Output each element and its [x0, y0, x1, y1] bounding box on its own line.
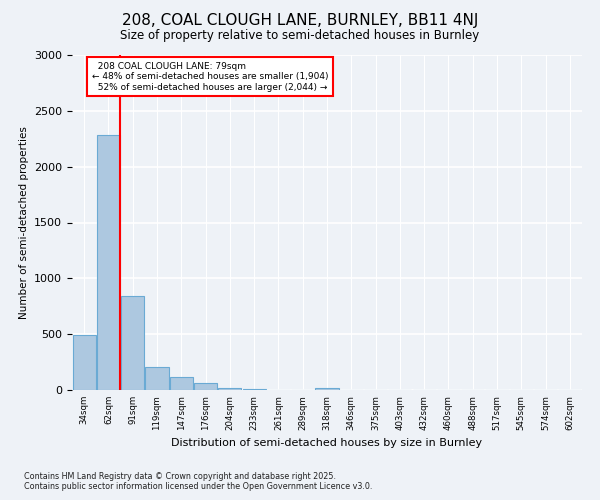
Bar: [73, 336, 95, 390]
Text: 208 COAL CLOUGH LANE: 79sqm
← 48% of semi-detached houses are smaller (1,904)
  : 208 COAL CLOUGH LANE: 79sqm ← 48% of sem…: [92, 62, 328, 92]
X-axis label: Distribution of semi-detached houses by size in Burnley: Distribution of semi-detached houses by …: [172, 438, 482, 448]
Bar: [218, 388, 241, 390]
Bar: [194, 384, 217, 390]
Bar: [170, 376, 193, 390]
Text: 208, COAL CLOUGH LANE, BURNLEY, BB11 4NJ: 208, COAL CLOUGH LANE, BURNLEY, BB11 4NJ: [122, 12, 478, 28]
Bar: [97, 136, 120, 390]
Bar: [316, 388, 338, 390]
Bar: [121, 296, 144, 390]
Bar: [145, 367, 169, 390]
Text: Contains HM Land Registry data © Crown copyright and database right 2025.
Contai: Contains HM Land Registry data © Crown c…: [24, 472, 373, 491]
Text: Size of property relative to semi-detached houses in Burnley: Size of property relative to semi-detach…: [121, 29, 479, 42]
Y-axis label: Number of semi-detached properties: Number of semi-detached properties: [19, 126, 29, 319]
